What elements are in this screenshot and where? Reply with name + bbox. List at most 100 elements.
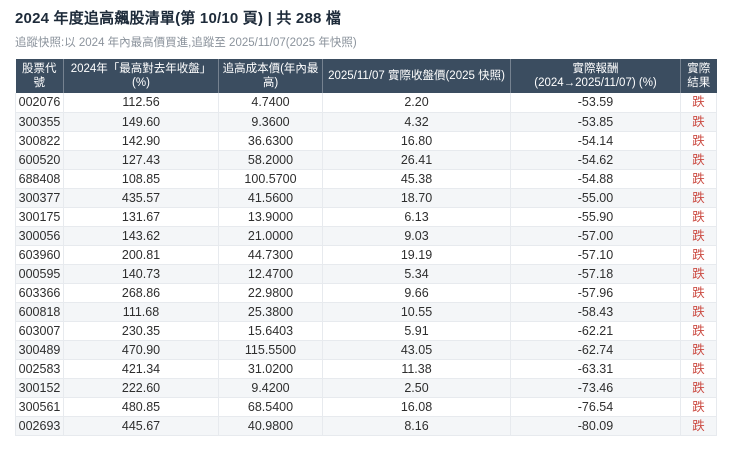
cell-close: 11.38: [322, 359, 511, 379]
cell-return: -57.00: [510, 226, 681, 246]
cell-result: 跌: [680, 378, 717, 398]
cell-cost: 68.5400: [218, 397, 323, 417]
cell-return: -54.88: [510, 169, 681, 189]
cell-close: 9.66: [322, 283, 511, 303]
cell-return: -58.43: [510, 302, 681, 322]
cell-stock-code: 600520: [15, 150, 64, 170]
cell-stock-code: 300152: [15, 378, 64, 398]
cell-return: -62.21: [510, 321, 681, 341]
cell-stock-code: 300377: [15, 188, 64, 208]
cell-result: 跌: [680, 150, 717, 170]
cell-close: 19.19: [322, 245, 511, 265]
cell-close: 8.16: [322, 416, 511, 436]
cell-pct: 230.35: [63, 321, 219, 341]
cell-cost: 15.6403: [218, 321, 323, 341]
cell-result: 跌: [680, 340, 717, 360]
cell-close: 2.20: [322, 93, 511, 113]
cell-return: -80.09: [510, 416, 681, 436]
cell-close: 6.13: [322, 207, 511, 227]
cell-result: 跌: [680, 397, 717, 417]
cell-stock-code: 300355: [15, 112, 64, 132]
cell-return: -57.96: [510, 283, 681, 303]
cell-cost: 4.7400: [218, 93, 323, 113]
table-row: 300355 149.60 9.3600 4.32 -53.85 跌: [15, 112, 717, 132]
cell-result: 跌: [680, 131, 717, 151]
cell-cost: 41.5600: [218, 188, 323, 208]
table-row: 688408 108.85 100.5700 45.38 -54.88 跌: [15, 169, 717, 189]
cell-cost: 22.9800: [218, 283, 323, 303]
table-header: 股票代號 2024年「最高對去年收盤」(%) 追高成本價(年內最高) 2025/…: [15, 59, 717, 93]
cell-cost: 9.3600: [218, 112, 323, 132]
cell-result: 跌: [680, 302, 717, 322]
cell-close: 43.05: [322, 340, 511, 360]
table-row: 603007 230.35 15.6403 5.91 -62.21 跌: [15, 321, 717, 341]
cell-close: 16.80: [322, 131, 511, 151]
cell-result: 跌: [680, 226, 717, 246]
table-row: 300561 480.85 68.5400 16.08 -76.54 跌: [15, 397, 717, 417]
page-subtitle: 追蹤快照:以 2024 年內最高價買進,追蹤至 2025/11/07(2025 …: [15, 37, 357, 49]
table-row: 002076 112.56 4.7400 2.20 -53.59 跌: [15, 93, 717, 113]
cell-cost: 21.0000: [218, 226, 323, 246]
table-row: 603960 200.81 44.7300 19.19 -57.10 跌: [15, 245, 717, 265]
header-actual-return: 實際報酬 (2024→2025/11/07) (%): [510, 59, 681, 93]
table-row: 002693 445.67 40.9800 8.16 -80.09 跌: [15, 416, 717, 436]
cell-return: -76.54: [510, 397, 681, 417]
cell-cost: 31.0200: [218, 359, 323, 379]
cell-stock-code: 603007: [15, 321, 64, 341]
report-page: 2024 年度追高飆股清單(第 10/10 頁) | 共 288 檔 追蹤快照:…: [15, 10, 717, 436]
table-row: 300152 222.60 9.4200 2.50 -73.46 跌: [15, 378, 717, 398]
cell-result: 跌: [680, 93, 717, 113]
cell-pct: 131.67: [63, 207, 219, 227]
cell-pct: 421.34: [63, 359, 219, 379]
cell-pct: 222.60: [63, 378, 219, 398]
table-row: 600520 127.43 58.2000 26.41 -54.62 跌: [15, 150, 717, 170]
cell-cost: 13.9000: [218, 207, 323, 227]
cell-close: 9.03: [322, 226, 511, 246]
cell-cost: 100.5700: [218, 169, 323, 189]
cell-pct: 200.81: [63, 245, 219, 265]
table-row: 000595 140.73 12.4700 5.34 -57.18 跌: [15, 264, 717, 284]
cell-result: 跌: [680, 264, 717, 284]
cell-cost: 9.4200: [218, 378, 323, 398]
header-chase-cost: 追高成本價(年內最高): [218, 59, 323, 93]
cell-pct: 112.56: [63, 93, 219, 113]
cell-result: 跌: [680, 321, 717, 341]
cell-return: -53.59: [510, 93, 681, 113]
cell-pct: 435.57: [63, 188, 219, 208]
cell-pct: 142.90: [63, 131, 219, 151]
table-body: 002076 112.56 4.7400 2.20 -53.59 跌 300355 149.…: [15, 93, 717, 436]
cell-close: 2.50: [322, 378, 511, 398]
header-actual-close: 2025/11/07 實際收盤價(2025 快照): [322, 59, 511, 93]
cell-close: 26.41: [322, 150, 511, 170]
cell-cost: 115.5500: [218, 340, 323, 360]
stock-tracking-table: 股票代號 2024年「最高對去年收盤」(%) 追高成本價(年內最高) 2025/…: [15, 59, 717, 436]
cell-return: -54.62: [510, 150, 681, 170]
table-row: 600818 111.68 25.3800 10.55 -58.43 跌: [15, 302, 717, 322]
cell-close: 5.91: [322, 321, 511, 341]
cell-result: 跌: [680, 207, 717, 227]
cell-stock-code: 300489: [15, 340, 64, 360]
table-row: 300822 142.90 36.6300 16.80 -54.14 跌: [15, 131, 717, 151]
cell-cost: 12.4700: [218, 264, 323, 284]
cell-pct: 268.86: [63, 283, 219, 303]
cell-pct: 127.43: [63, 150, 219, 170]
cell-pct: 470.90: [63, 340, 219, 360]
cell-stock-code: 300561: [15, 397, 64, 417]
cell-return: -62.74: [510, 340, 681, 360]
cell-pct: 149.60: [63, 112, 219, 132]
cell-return: -63.31: [510, 359, 681, 379]
cell-return: -57.18: [510, 264, 681, 284]
table-row: 603366 268.86 22.9800 9.66 -57.96 跌: [15, 283, 717, 303]
header-stock-code: 股票代號: [15, 59, 64, 93]
cell-pct: 445.67: [63, 416, 219, 436]
table-row: 300377 435.57 41.5600 18.70 -55.00 跌: [15, 188, 717, 208]
cell-stock-code: 300175: [15, 207, 64, 227]
cell-return: -55.90: [510, 207, 681, 227]
header-actual-result: 實際結果: [680, 59, 717, 93]
table-row: 300175 131.67 13.9000 6.13 -55.90 跌: [15, 207, 717, 227]
cell-close: 4.32: [322, 112, 511, 132]
cell-return: -54.14: [510, 131, 681, 151]
cell-stock-code: 603366: [15, 283, 64, 303]
cell-result: 跌: [680, 188, 717, 208]
cell-return: -57.10: [510, 245, 681, 265]
